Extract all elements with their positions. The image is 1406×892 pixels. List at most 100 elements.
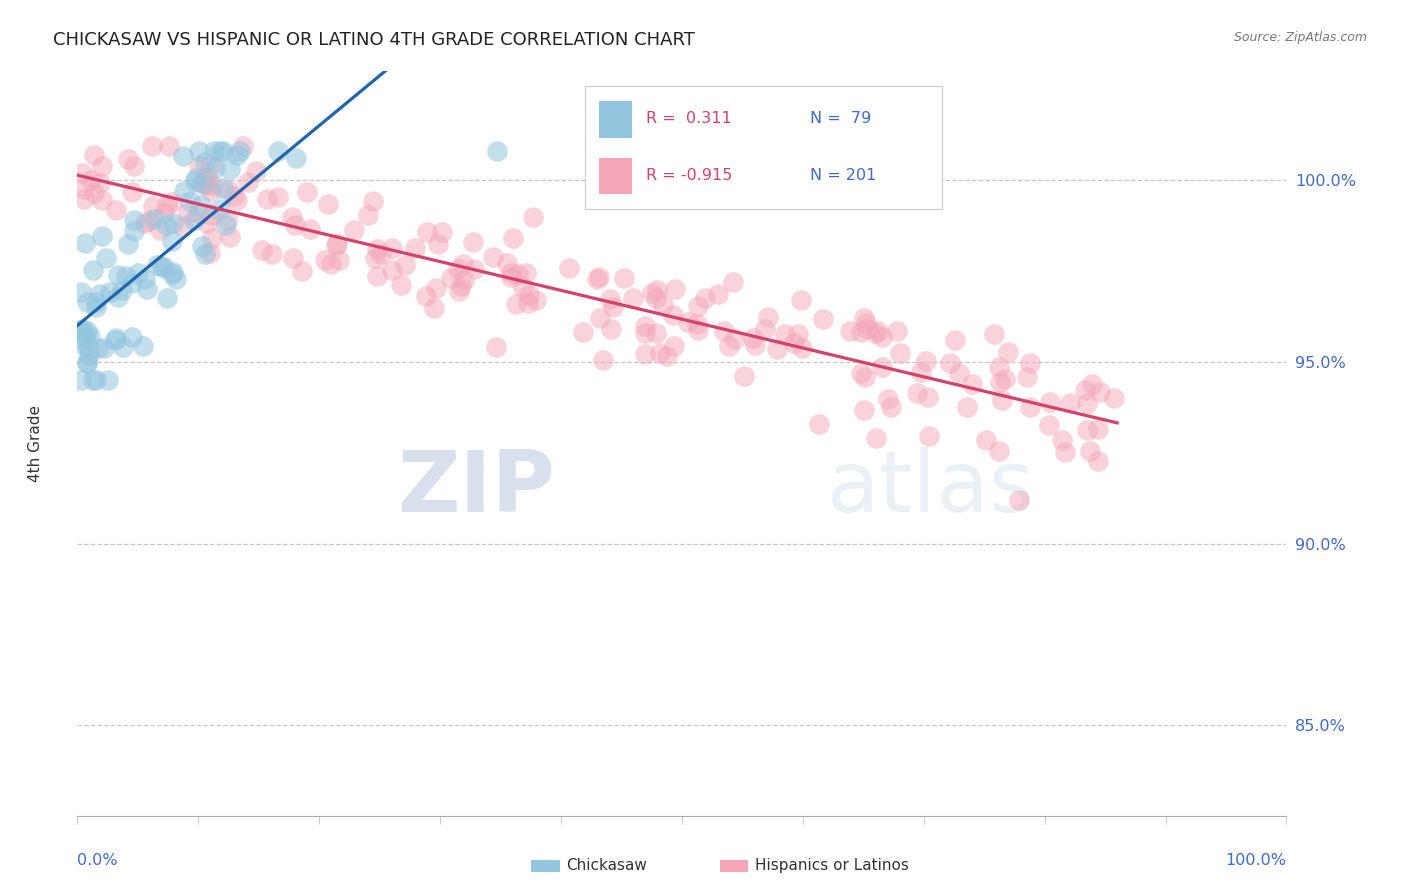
Point [453,273,475,287]
Point [84,295,107,310]
Point [256,193,278,207]
Point [285,151,308,165]
Point [250,244,273,258]
Point [184,174,207,188]
Point [693,291,716,305]
Point [87,341,110,355]
Point [389,277,412,292]
Point [357,208,380,222]
Point [107,290,129,304]
Point [613,271,636,285]
Point [326,237,349,252]
Point [426,237,449,252]
Point [502,231,524,245]
Text: 4th Grade: 4th Grade [28,405,42,483]
Point [526,293,548,308]
Point [790,293,813,308]
Point [84,300,107,314]
Point [1038,417,1060,432]
Point [522,210,544,224]
Point [225,193,247,207]
Point [756,310,779,325]
Point [508,268,530,282]
Point [177,206,200,220]
Point [90,159,112,173]
Point [863,326,886,341]
Point [853,370,876,384]
Point [505,297,527,311]
Point [838,324,860,338]
Point [134,272,156,286]
Point [496,256,519,270]
Point [135,282,157,296]
Point [664,282,686,296]
Point [425,281,447,295]
Point [152,260,174,275]
Point [325,237,347,252]
Point [423,301,446,315]
Point [191,175,214,189]
Point [217,183,239,197]
Point [370,247,392,261]
Point [415,225,437,239]
Point [765,343,787,357]
Point [75,329,97,343]
Point [228,145,250,159]
Point [70,337,93,351]
Point [80,173,103,187]
Point [90,229,112,244]
Point [70,322,93,336]
Point [886,324,908,338]
Point [82,373,104,387]
Point [149,222,172,236]
Point [686,323,709,337]
Point [910,365,932,379]
Point [236,175,259,189]
Point [905,385,928,400]
Point [291,264,314,278]
Text: Chickasaw: Chickasaw [567,858,648,872]
Point [988,375,1011,389]
Point [121,277,143,291]
Point [284,218,307,232]
Point [132,339,155,353]
Point [188,145,211,159]
Point [83,186,105,200]
Point [724,331,747,345]
Point [97,373,120,387]
Point [380,241,402,255]
Point [742,331,765,345]
Point [267,145,290,159]
Point [83,148,105,162]
Point [318,197,340,211]
Point [204,161,226,176]
Point [641,286,664,301]
Point [82,263,104,277]
Point [160,267,183,281]
Point [592,352,614,367]
Point [744,338,766,352]
Point [314,253,336,268]
Point [122,223,145,237]
Point [485,340,508,354]
Point [1087,422,1109,436]
Point [98,285,121,300]
Point [70,373,93,387]
Point [960,376,983,391]
Text: Hispanics or Latinos: Hispanics or Latinos [755,858,908,872]
Point [644,326,666,340]
Point [328,252,350,267]
Point [232,138,254,153]
Point [686,299,709,313]
Point [361,194,384,208]
Point [652,298,675,312]
Point [142,211,165,226]
Point [783,335,806,350]
Point [111,283,134,297]
Point [876,392,898,406]
Point [621,291,644,305]
Point [1078,444,1101,458]
Point [655,349,678,363]
Point [200,158,222,172]
Point [482,251,505,265]
